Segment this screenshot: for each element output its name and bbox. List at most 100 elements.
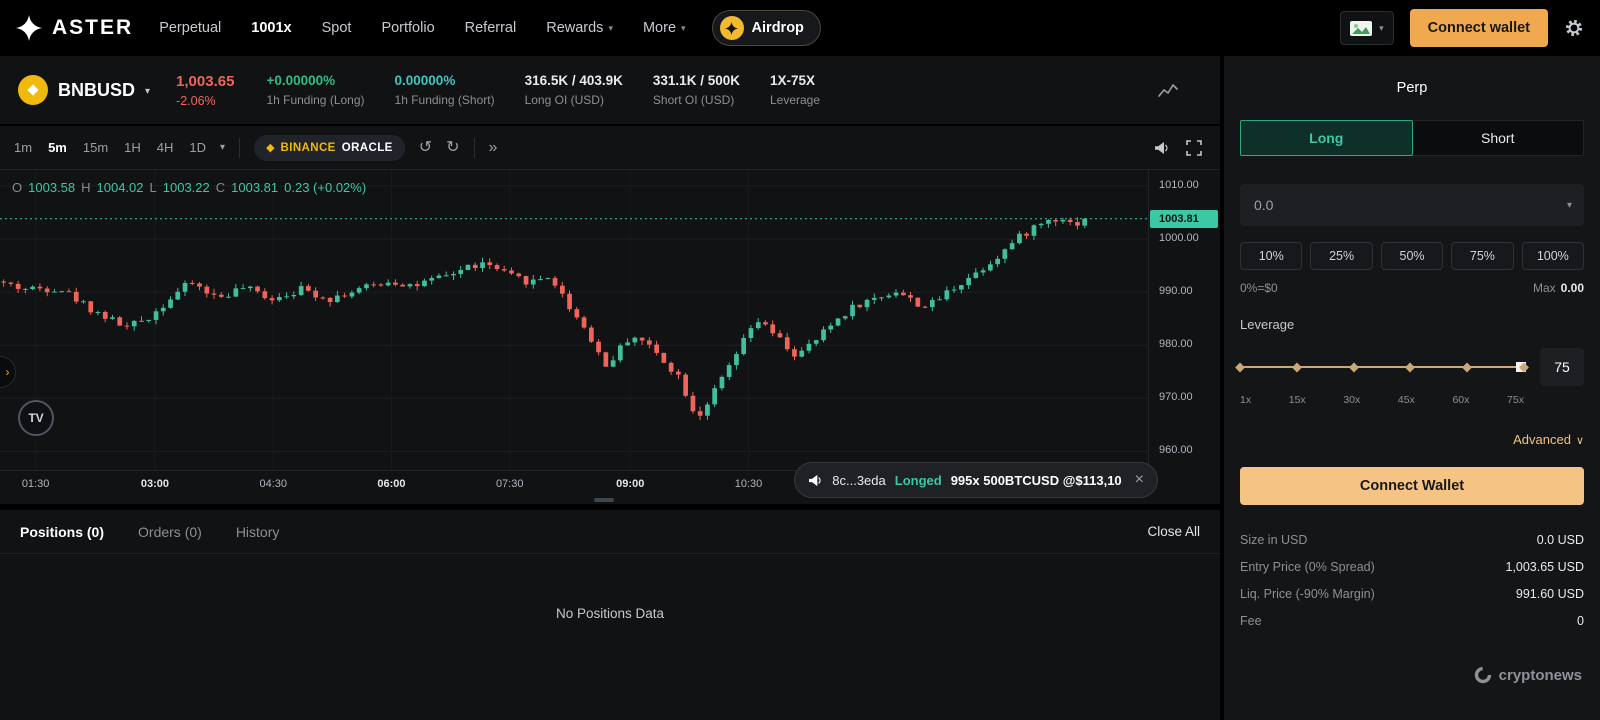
candlestick-svg bbox=[0, 170, 1148, 470]
interval-1h[interactable]: 1H bbox=[124, 140, 141, 155]
tradingview-logo[interactable]: TV bbox=[18, 400, 54, 436]
percent-hint: 0%=$0 bbox=[1240, 281, 1278, 295]
airdrop-button[interactable]: Airdrop bbox=[711, 10, 821, 46]
trade-notification-toast: 8c...3eda Longed 995x 500BTCUSD @$113,10… bbox=[794, 462, 1158, 498]
candlestick-chart[interactable]: O 1003.58 H 1004.02 L 1003.22 C 1003.81 0.23 (+0… bbox=[0, 170, 1148, 470]
percent-50-button[interactable]: 50% bbox=[1380, 242, 1444, 270]
chevron-down-icon[interactable]: ▾ bbox=[1566, 199, 1572, 211]
tab-long[interactable]: Long bbox=[1240, 120, 1413, 156]
binance-diamond-icon: ◆ bbox=[266, 142, 275, 154]
interval-5m[interactable]: 5m bbox=[48, 140, 67, 155]
close-all-button[interactable]: Close All bbox=[1147, 524, 1200, 539]
percent-100-button[interactable]: 100% bbox=[1521, 242, 1585, 270]
aster-logo-icon bbox=[16, 15, 42, 41]
stat-value: +0.00000% bbox=[266, 73, 336, 88]
leverage-track bbox=[1240, 366, 1524, 368]
percent-10-button[interactable]: 10% bbox=[1240, 242, 1303, 270]
connect-wallet-panel-button[interactable]: Connect Wallet bbox=[1240, 467, 1584, 505]
leverage-slider[interactable] bbox=[1235, 360, 1529, 374]
time-axis-label: 03:00 bbox=[140, 478, 170, 490]
ohlc-value: 1003.58 bbox=[28, 180, 76, 195]
interval-15m[interactable]: 15m bbox=[82, 140, 109, 155]
nav-item-rewards[interactable]: Rewards ▾ bbox=[546, 20, 613, 36]
undo-icon[interactable]: ↺ bbox=[418, 138, 433, 156]
tab-orders-0[interactable]: Orders (0) bbox=[138, 523, 202, 540]
nav-item-portfolio[interactable]: Portfolio bbox=[381, 20, 434, 36]
amount-field[interactable]: ▾ bbox=[1240, 184, 1584, 226]
nav-item-more[interactable]: More ▾ bbox=[643, 20, 686, 36]
price-block: 1,003.65 -2.06% bbox=[176, 73, 234, 108]
price-axis[interactable]: 1010.00 1000.00 990.00 980.00 970.00 960.00 10… bbox=[1148, 170, 1220, 470]
detail-entry-price-0-spread: Entry Price (0% Spread) 1,003.65 USD bbox=[1240, 560, 1584, 574]
stat-value: 1X-75X bbox=[769, 73, 815, 88]
interval-4h[interactable]: 4H bbox=[156, 140, 174, 155]
last-price: 1,003.65 bbox=[176, 72, 235, 90]
leverage-mark-75x: 75x bbox=[1507, 394, 1524, 406]
leverage-mark-60x: 60x bbox=[1452, 394, 1470, 406]
chevron-down-icon: ∨ bbox=[1575, 435, 1584, 447]
interval-1m[interactable]: 1m bbox=[14, 140, 33, 155]
symbol-selector[interactable]: BNBUSD ▾ bbox=[18, 75, 150, 105]
detail-value: 0.0 USD bbox=[1536, 533, 1584, 547]
chevron-down-icon: ▾ bbox=[681, 22, 686, 33]
detail-label: Size in USD bbox=[1240, 533, 1308, 547]
percent-75-button[interactable]: 75% bbox=[1451, 242, 1514, 270]
time-axis-label: 01:30 bbox=[21, 478, 50, 490]
expand-toolbar-icon[interactable]: » bbox=[488, 138, 498, 156]
language-selector[interactable]: ▾ bbox=[1340, 11, 1394, 45]
detail-liq-price-90-margin: Liq. Price (-90% Margin) 991.60 USD bbox=[1240, 587, 1584, 601]
fullscreen-icon[interactable] bbox=[1186, 139, 1202, 156]
nav-item-1001x[interactable]: 1001x bbox=[251, 20, 291, 36]
oracle-brand-label: BINANCE bbox=[280, 141, 336, 154]
max-value: 0.00 bbox=[1560, 281, 1584, 295]
nav-item-referral[interactable]: Referral bbox=[465, 20, 517, 36]
cryptonews-label: cryptonews bbox=[1498, 666, 1582, 684]
tab-positions-0[interactable]: Positions (0) bbox=[20, 523, 105, 540]
time-axis[interactable]: 01:30 03:00 04:30 06:00 07:30 09:00 10:30 bbox=[0, 470, 1148, 496]
ohlc-key: C bbox=[215, 180, 226, 195]
nav-item-spot[interactable]: Spot bbox=[322, 20, 352, 36]
nav-item-label: Spot bbox=[321, 20, 352, 36]
tab-history[interactable]: History bbox=[235, 523, 280, 540]
ticker-stat-short-oi-usd: 331.1K / 500K Short OI (USD) bbox=[653, 73, 740, 107]
chevron-down-icon: ▾ bbox=[608, 22, 613, 33]
brand-label: ASTER bbox=[52, 16, 134, 39]
detail-label: Entry Price (0% Spread) bbox=[1240, 560, 1375, 574]
close-icon[interactable]: × bbox=[1134, 471, 1144, 488]
advanced-toggle[interactable]: Advanced ∨ bbox=[1240, 432, 1584, 447]
chart-scrollbar-thumb[interactable] bbox=[594, 498, 614, 502]
price-axis-label: 990.00 bbox=[1159, 285, 1193, 298]
binance-oracle-badge: ◆ BINANCE ORACLE bbox=[254, 134, 405, 161]
chart-line-icon[interactable] bbox=[1158, 82, 1178, 98]
interval-1d[interactable]: 1D bbox=[189, 140, 207, 155]
stat-label: Leverage bbox=[769, 93, 821, 107]
nav-item-perpetual[interactable]: Perpetual bbox=[159, 20, 221, 36]
airdrop-coin-icon bbox=[719, 16, 744, 40]
time-axis-label: 10:30 bbox=[734, 478, 763, 490]
interval-dropdown-icon[interactable]: ▾ bbox=[220, 142, 226, 153]
settings-gear-icon[interactable] bbox=[1564, 18, 1584, 38]
toolbar-divider bbox=[473, 137, 475, 158]
interval-group: 1m 5m 15m 1H 4H 1D bbox=[14, 140, 206, 155]
detail-value: 0 bbox=[1577, 614, 1584, 628]
amount-input[interactable] bbox=[1252, 196, 1567, 214]
ticker-stat-1h-funding-long: +0.00000% 1h Funding (Long) bbox=[266, 73, 364, 107]
leverage-tick bbox=[1405, 362, 1416, 372]
detail-fee: Fee 0 bbox=[1240, 614, 1584, 628]
connect-wallet-button[interactable]: Connect wallet bbox=[1409, 9, 1548, 47]
leverage-mark-1x: 1x bbox=[1240, 394, 1252, 406]
brand[interactable]: ASTER bbox=[16, 15, 133, 41]
toast-detail: 995x 500BTCUSD @$113,10 bbox=[950, 472, 1122, 488]
announcement-icon[interactable] bbox=[1154, 141, 1170, 155]
percent-25-button[interactable]: 25% bbox=[1310, 242, 1373, 270]
side-tabs: Long Short bbox=[1240, 120, 1584, 156]
positions-tabs: Positions (0) Orders (0) History Close All bbox=[0, 510, 1220, 554]
ohlc-key: H bbox=[81, 180, 91, 195]
tab-short[interactable]: Short bbox=[1412, 120, 1584, 156]
leverage-mark-30x: 30x bbox=[1343, 394, 1361, 406]
max-hint: Max 0.00 bbox=[1533, 281, 1584, 295]
redo-icon[interactable]: ↻ bbox=[446, 138, 460, 156]
main-nav: Perpetual 1001x Spot Portfolio Referral Rewar… bbox=[159, 20, 685, 36]
announcement-icon bbox=[808, 474, 823, 487]
percent-group: 10% 25% 50% 75% 100% bbox=[1240, 242, 1585, 270]
